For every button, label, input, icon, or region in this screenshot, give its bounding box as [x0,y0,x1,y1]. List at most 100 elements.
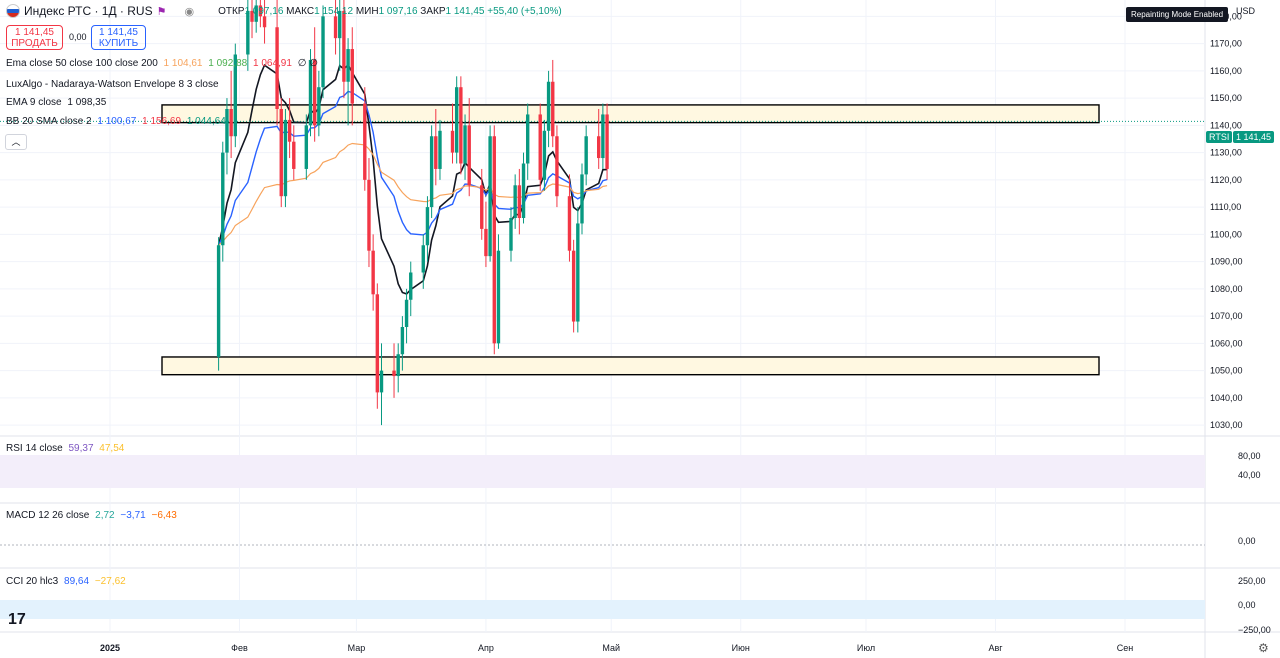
candle-body [375,294,380,393]
candle-body [379,370,384,393]
candle-body [546,81,551,131]
legend-rsi[interactable]: RSI 14 close 59,37 47,54 [6,443,125,454]
candle-body [551,81,555,137]
candle-body [576,223,580,322]
candle-body [484,228,488,257]
price-tick-label: 1110,00 [1210,202,1241,212]
candle-body [254,5,258,22]
osc-tick-label: 80,00 [1238,451,1261,461]
legend-macd[interactable]: MACD 12 26 close 2,72 −3,71 −6,43 [6,510,177,521]
candle-body [275,27,279,109]
time-tick-label: Фев [231,643,248,653]
candle-body [279,109,283,197]
candle-body [555,136,559,197]
spread-value: 0,00 [69,32,87,42]
time-tick-label: Сен [1117,643,1134,653]
candle-body [597,136,601,159]
price-tick-label: 1140,00 [1210,120,1242,130]
osc-tick-label: −250,00 [1238,625,1271,635]
candle-body [363,103,367,180]
candle-body [450,130,455,153]
time-tick-label: Июл [857,643,875,653]
russia-flag-icon [6,4,20,18]
candle-body [601,114,605,159]
candle-body [304,125,309,169]
price-axis: 1180,001170,001160,001150,001140,001130,… [1210,11,1243,430]
ohlc-values: ОТКР1 097,16 МАКС1 154,12 МИН1 097,16 ЗА… [218,5,562,17]
legend-nadaraya-watson[interactable]: LuxAlgo - Nadaraya-Watson Envelope 8 3 c… [6,79,219,90]
candle-body [538,114,542,180]
time-tick-label: Июн [732,643,750,653]
symbol-title[interactable]: Индекс РТС · 1Д · RUS [24,4,153,18]
price-tick-label: 1160,00 [1210,66,1242,76]
price-tick-label: 1040,00 [1210,393,1243,403]
price-tick-label: 1120,00 [1210,175,1242,185]
cci-band [0,600,1205,619]
candle-body [567,196,572,251]
legend-cci[interactable]: CCI 20 hlc3 89,64 −27,62 [6,576,126,587]
settings-gear-icon[interactable]: ⚙ [1258,641,1269,655]
candle-body [425,207,430,246]
candle-body [463,125,467,164]
candle-body [454,87,459,153]
buy-button[interactable]: 1 141,45 КУПИТЬ [91,25,146,50]
time-axis: 2025 Фев Мар Апр Май Июн Июл Авг Сен [100,643,1133,653]
candle-body [250,10,254,22]
candle-body [225,109,229,153]
collapse-legend-button[interactable]: ︿ [5,134,27,150]
sell-button[interactable]: 1 141,45 ПРОДАТЬ [6,25,63,50]
legend-ema9[interactable]: EMA 9 close 1 098,35 [6,97,107,108]
ticker-tag: RTSI [1206,131,1233,143]
symbol-header: Индекс РТС · 1Д · RUS ⚑ ◉ ОТКР1 097,16 М… [6,4,562,18]
candle-body [350,49,354,104]
candle-body [521,163,526,218]
candle-body [605,114,609,169]
candle-body [367,179,371,251]
candle-body [459,87,463,164]
repainting-mode-badge: Repainting Mode Enabled [1126,7,1229,22]
candle-body [342,10,346,82]
candle-body [421,245,425,273]
price-zone-box [161,104,1100,124]
candle-body [400,327,405,355]
tradingview-logo-icon[interactable]: 17 [8,611,26,628]
oscillator-panes: 80,00 40,00 0,00 250,00 0,00 −250,00 [0,451,1271,635]
osc-tick-label: 40,00 [1238,470,1261,480]
candle-body [333,16,338,39]
candle-body [308,59,313,126]
legend-ema-triple[interactable]: Ema close 50 close 100 close 200 1 104,6… [6,58,318,69]
time-tick-label: Авг [988,643,1003,653]
candle-body [467,125,471,186]
candle-body [233,54,238,137]
hide-toggle-icon[interactable]: ◉ [184,5,195,18]
candle-body [492,136,496,344]
candle-body [346,49,350,82]
support-resistance-zones [161,104,1100,376]
price-tick-label: 1050,00 [1210,366,1243,376]
candle-body [283,119,288,197]
price-tick-label: 1030,00 [1210,420,1243,430]
price-tick-label: 1070,00 [1210,311,1243,321]
candle-body [584,136,588,175]
flag-marker-icon[interactable]: ⚑ [156,5,167,18]
osc-tick-label: 0,00 [1238,536,1256,546]
candle-body [509,218,513,251]
candle-body [434,136,438,169]
time-tick-label: Мар [348,643,366,653]
candle-body [321,16,325,88]
candle-body [438,130,442,169]
candle-body [338,10,342,39]
legend-bollinger[interactable]: BB 20 SMA close 2 1 100,67 1 156,69 1 04… [6,116,226,127]
candle-body [480,185,484,229]
grid-lines [0,0,1205,632]
candle-body [409,272,413,300]
price-tick-label: 1170,00 [1210,39,1242,49]
currency-selector[interactable]: USD [1236,6,1256,16]
price-tick-label: 1060,00 [1210,338,1243,348]
time-tick-label: Апр [478,643,494,653]
candle-body [580,174,584,224]
candle-body [525,114,530,164]
candle-body [488,136,492,257]
